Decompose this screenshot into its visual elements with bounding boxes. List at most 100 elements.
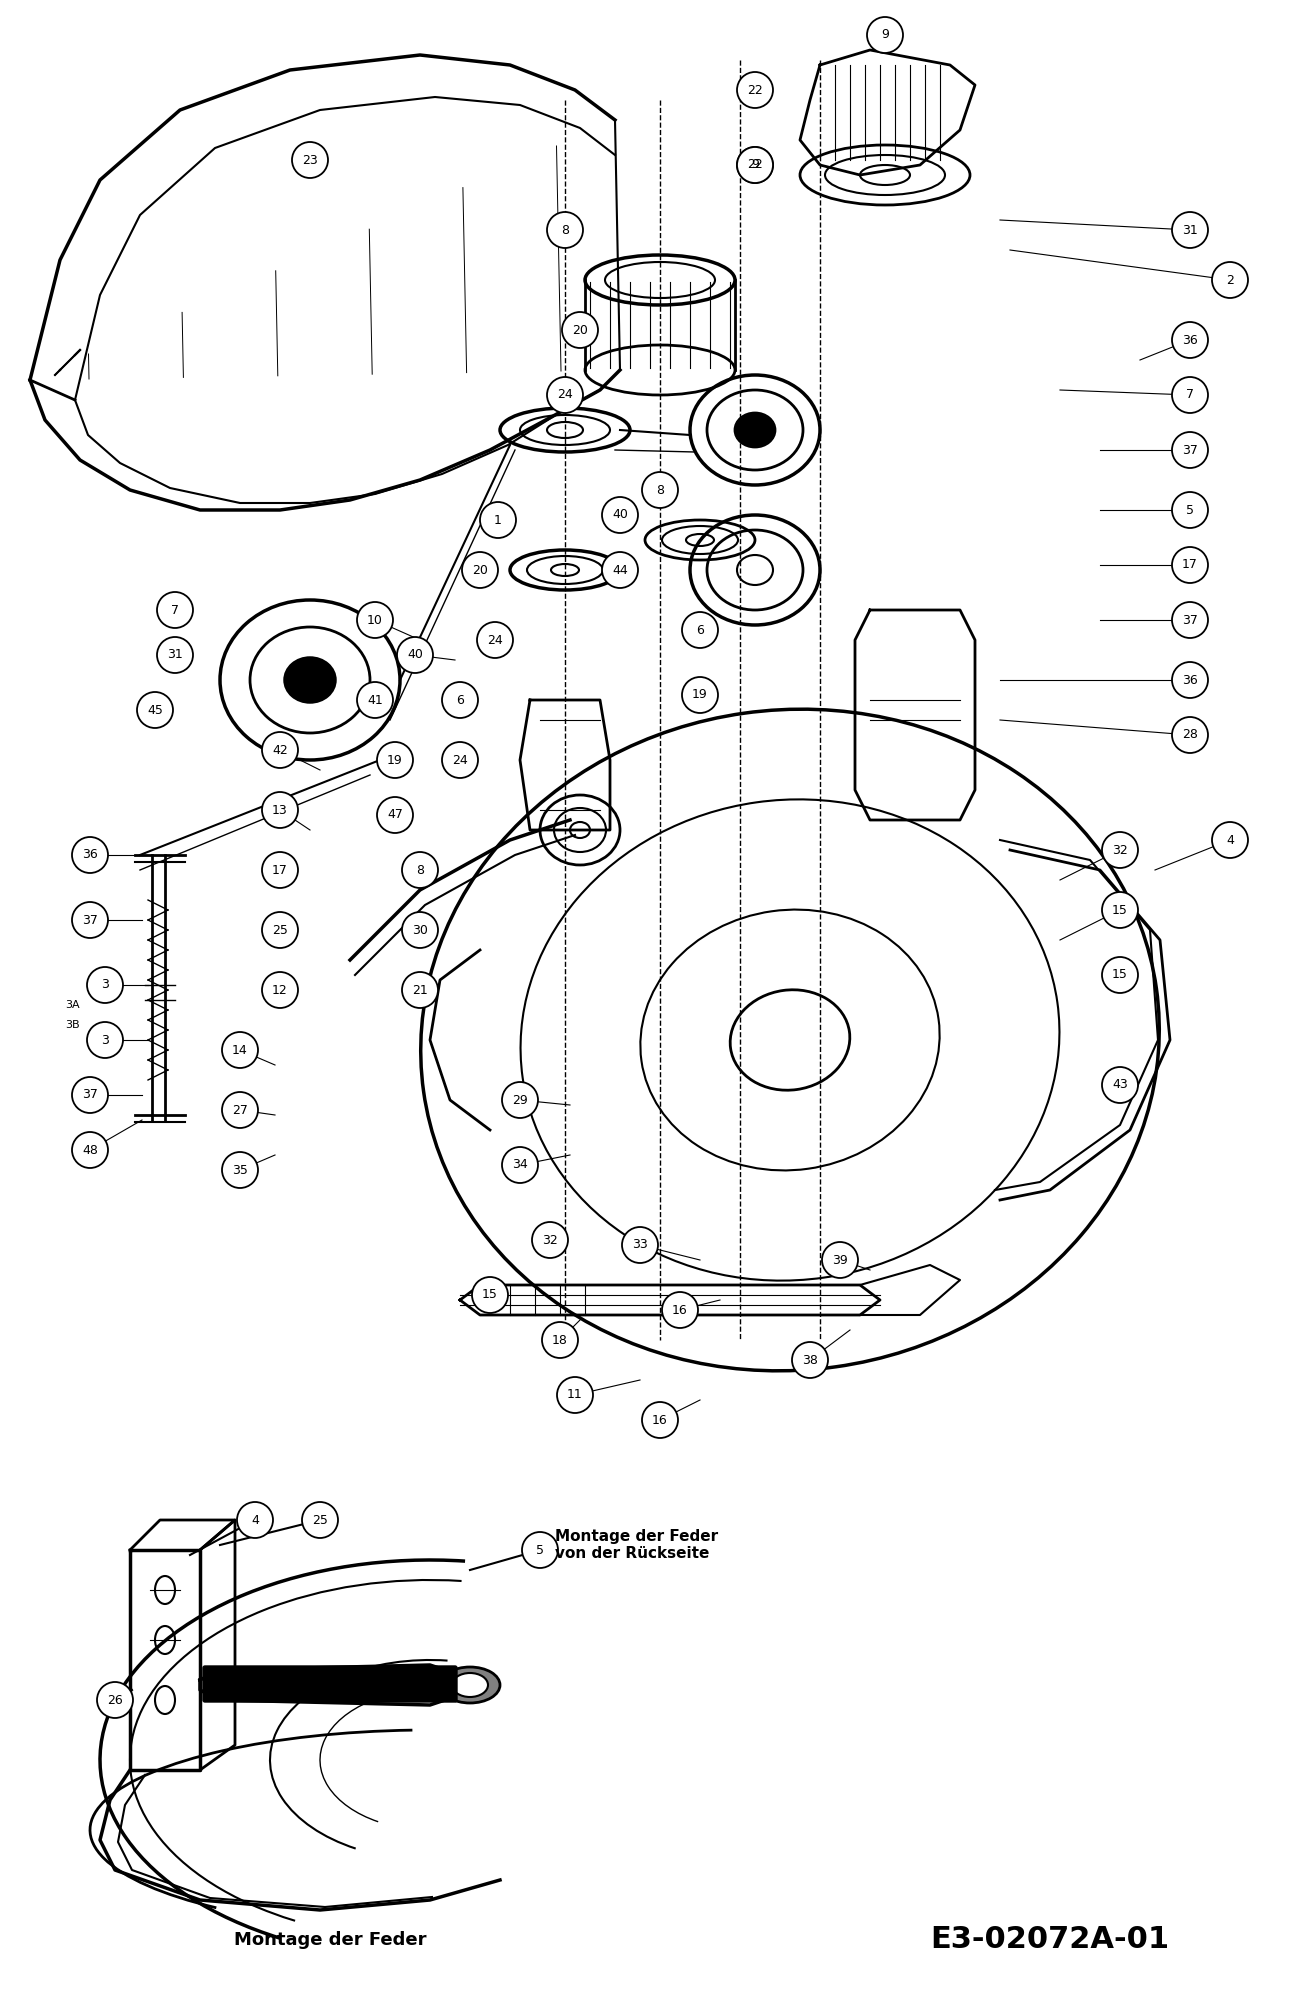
Circle shape [542,1322,578,1358]
Circle shape [522,1532,559,1568]
Circle shape [222,1032,258,1068]
Circle shape [87,968,123,1004]
Text: 44: 44 [612,564,628,576]
Text: 41: 41 [367,694,382,706]
Circle shape [402,912,438,948]
Text: 4: 4 [1227,834,1235,846]
Text: 3: 3 [100,978,108,992]
Circle shape [1172,662,1208,698]
Text: 3B: 3B [65,1020,80,1030]
Circle shape [683,676,718,714]
Circle shape [157,636,193,672]
Circle shape [262,792,298,828]
Text: 28: 28 [1182,728,1198,742]
Text: 24: 24 [487,634,502,646]
Text: 38: 38 [803,1354,818,1366]
Text: 8: 8 [656,484,664,496]
Text: 40: 40 [612,508,628,522]
Circle shape [1172,212,1208,248]
Circle shape [737,72,773,108]
Circle shape [737,148,773,184]
Circle shape [1101,1068,1138,1104]
Text: 31: 31 [1182,224,1198,236]
Circle shape [1172,492,1208,528]
Text: 37: 37 [1182,444,1198,456]
Circle shape [377,796,412,832]
Text: Montage der Feder
von der Rückseite: Montage der Feder von der Rückseite [555,1528,718,1562]
Text: 19: 19 [692,688,707,702]
Circle shape [222,1152,258,1188]
Text: 7: 7 [171,604,179,616]
Text: 5: 5 [1186,504,1194,516]
Text: 24: 24 [557,388,573,402]
Circle shape [622,1226,658,1264]
Circle shape [402,852,438,888]
Text: 29: 29 [512,1094,529,1106]
Circle shape [358,682,393,718]
Circle shape [480,502,515,538]
Text: 37: 37 [82,914,98,926]
Text: 13: 13 [273,804,288,816]
Text: 12: 12 [273,984,288,996]
Circle shape [602,496,638,532]
Circle shape [262,852,298,888]
Text: 32: 32 [542,1234,557,1246]
Circle shape [262,972,298,1008]
Text: 9: 9 [752,158,760,172]
Circle shape [292,142,328,178]
Ellipse shape [284,658,335,702]
Text: Montage der Feder: Montage der Feder [234,1932,427,1948]
Circle shape [1212,262,1248,298]
Circle shape [792,1342,827,1378]
Text: 1: 1 [495,514,502,526]
Circle shape [1101,892,1138,928]
Circle shape [642,1402,679,1438]
Text: 9: 9 [881,28,889,42]
Text: 8: 8 [561,224,569,236]
Circle shape [358,602,393,638]
Text: 15: 15 [482,1288,499,1302]
Text: 27: 27 [232,1104,248,1116]
Text: 37: 37 [1182,614,1198,626]
Circle shape [1172,432,1208,468]
Text: 19: 19 [388,754,403,766]
Circle shape [642,472,679,508]
Text: 30: 30 [412,924,428,936]
Text: 16: 16 [672,1304,688,1316]
Text: 25: 25 [312,1514,328,1526]
Text: 31: 31 [167,648,183,662]
Text: 23: 23 [303,154,318,166]
Text: 25: 25 [271,924,288,936]
Text: 39: 39 [833,1254,848,1266]
Text: 22: 22 [748,158,763,172]
Circle shape [602,552,638,588]
Circle shape [502,1082,538,1118]
Text: 40: 40 [407,648,423,662]
Text: 3A: 3A [65,1000,80,1010]
Text: 26: 26 [107,1694,123,1706]
Circle shape [72,1132,108,1168]
Circle shape [683,612,718,648]
Circle shape [222,1092,258,1128]
Circle shape [462,552,499,588]
Circle shape [1172,718,1208,752]
Text: 18: 18 [552,1334,568,1346]
Text: 6: 6 [455,694,465,706]
Text: 11: 11 [568,1388,583,1402]
Circle shape [72,902,108,938]
Text: 34: 34 [512,1158,529,1172]
Text: 42: 42 [273,744,288,756]
Circle shape [478,622,513,658]
Text: 21: 21 [412,984,428,996]
Circle shape [1212,822,1248,858]
Text: 8: 8 [416,864,424,876]
Circle shape [157,592,193,628]
Circle shape [262,912,298,948]
Text: 32: 32 [1112,844,1128,856]
Circle shape [562,312,598,348]
Circle shape [822,1242,857,1278]
Text: 15: 15 [1112,968,1128,982]
Text: 10: 10 [367,614,382,626]
Circle shape [1172,376,1208,414]
Text: 33: 33 [632,1238,647,1252]
